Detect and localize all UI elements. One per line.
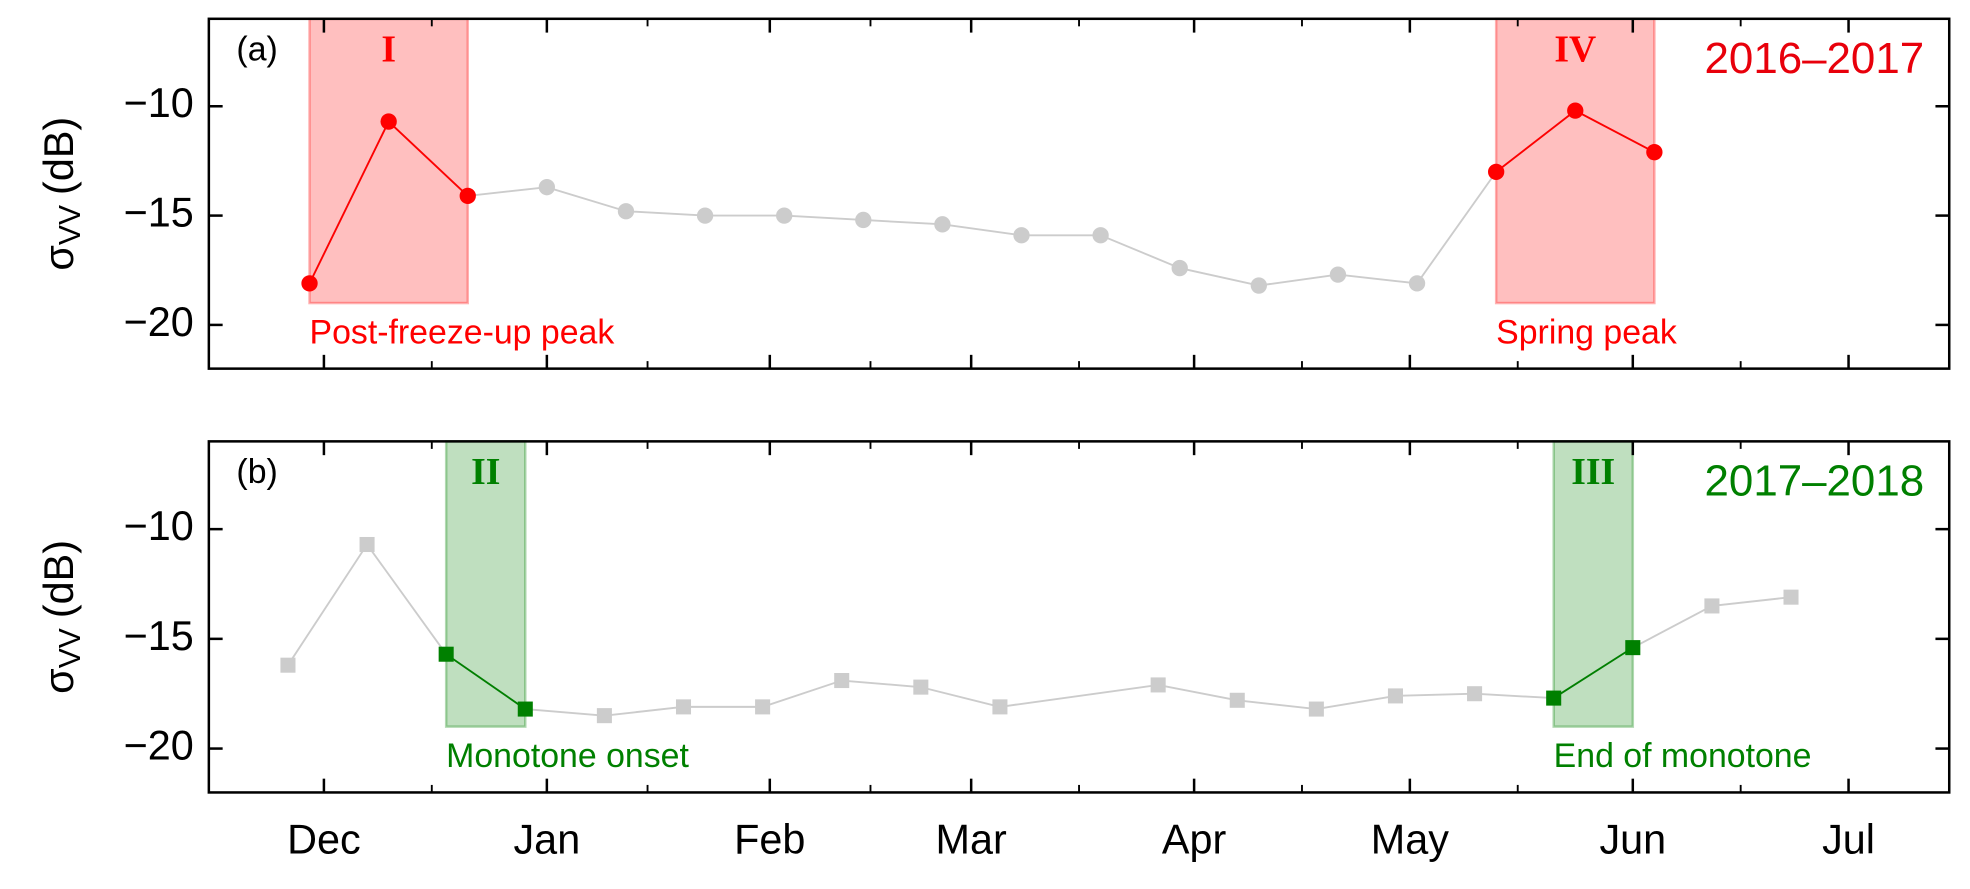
- highlight-line-segment: [445, 653, 526, 710]
- data-point: [617, 203, 635, 220]
- panel-title: 2017–2018: [1705, 457, 1925, 506]
- highlight-region: [444, 440, 527, 728]
- y-tick-label: −15: [124, 190, 194, 236]
- highlight-region: [1552, 440, 1635, 728]
- data-point: [755, 699, 771, 715]
- data-point: [459, 187, 476, 205]
- y-axis-label: σVV (dB): [36, 540, 87, 694]
- x-tick-label: Jun: [1599, 817, 1666, 863]
- x-tick-label: Jan: [514, 817, 581, 863]
- panel-label: (a): [236, 30, 277, 68]
- data-point: [359, 536, 375, 553]
- data-point: [1567, 102, 1584, 119]
- data-point: [992, 699, 1008, 715]
- data-point: [913, 679, 929, 695]
- data-point: [1704, 598, 1720, 614]
- region-annotation: Monotone onset: [446, 737, 689, 775]
- region-annotation: Post-freeze-up peak: [310, 313, 615, 351]
- y-axis-label: σVV (dB): [36, 117, 87, 271]
- data-point: [1625, 640, 1641, 656]
- highlight-line-segment: [1553, 646, 1634, 699]
- data-point: [696, 207, 714, 224]
- data-point: [1171, 259, 1188, 277]
- x-tick-label: Dec: [287, 817, 361, 863]
- data-point: [517, 701, 533, 717]
- data-point: [855, 211, 872, 229]
- data-point: [280, 657, 296, 673]
- data-point: [438, 646, 454, 662]
- region-label: I: [381, 28, 396, 70]
- data-point: [1308, 701, 1324, 717]
- data-point: [1467, 686, 1483, 702]
- highlight-region: [308, 17, 470, 305]
- data-point: [301, 275, 318, 292]
- y-label-symbol: σ: [36, 245, 82, 271]
- y-tick-label: −20: [124, 299, 194, 345]
- highlight-line-segment: [1574, 109, 1655, 154]
- data-point: [934, 216, 951, 233]
- y-label-subscript: VV: [54, 205, 87, 245]
- data-point: [1329, 266, 1347, 283]
- data-point: [1546, 690, 1562, 706]
- panel: I Post-freeze-up peak IV Spring peak −20 −15 −…: [36, 17, 1951, 370]
- region-annotation: End of monotone: [1554, 737, 1812, 775]
- region-label: II: [471, 451, 500, 493]
- y-tick-label: −10: [124, 503, 194, 549]
- data-point: [380, 113, 397, 130]
- x-tick-label: Feb: [734, 817, 805, 863]
- region-annotation: Spring peak: [1496, 313, 1677, 351]
- region-label: IV: [1554, 28, 1596, 70]
- highlight-line-segment: [387, 120, 469, 197]
- data-point: [776, 207, 793, 224]
- data-point: [1408, 275, 1426, 292]
- data-point: [1092, 227, 1109, 244]
- x-tick-label: Mar: [936, 817, 1007, 863]
- data-point: [675, 699, 692, 715]
- x-tick-label: Jul: [1822, 817, 1875, 863]
- data-point: [1250, 277, 1267, 294]
- panel-label: (b): [236, 453, 277, 491]
- region-label: III: [1571, 451, 1615, 493]
- highlight-line-segment: [308, 121, 390, 284]
- y-tick-label: −10: [124, 80, 194, 126]
- x-tick-label: Apr: [1162, 817, 1227, 863]
- data-point: [1013, 227, 1030, 244]
- panel-title: 2016–2017: [1705, 34, 1925, 83]
- y-label-symbol: σ: [36, 668, 82, 694]
- data-point: [538, 179, 556, 196]
- y-label-unit: (dB): [36, 117, 82, 195]
- data-point: [1229, 692, 1245, 708]
- data-point: [1387, 688, 1403, 704]
- y-label-unit: (dB): [36, 540, 82, 618]
- data-point: [1150, 677, 1166, 693]
- series-line: [308, 109, 1655, 287]
- y-tick-label: −20: [124, 722, 194, 768]
- data-point: [1783, 589, 1799, 605]
- y-tick-label: −15: [124, 613, 194, 659]
- y-label-subscript: VV: [54, 628, 87, 668]
- data-point: [1488, 163, 1505, 181]
- highlight-line-segment: [1495, 109, 1576, 173]
- x-tick-label: May: [1371, 817, 1449, 863]
- highlight-region: [1494, 17, 1656, 305]
- data-point: [834, 673, 850, 689]
- data-point: [1646, 144, 1663, 161]
- panel: II Monotone onset III End of monotone Dec Jan…: [36, 440, 1951, 863]
- data-point: [596, 708, 612, 724]
